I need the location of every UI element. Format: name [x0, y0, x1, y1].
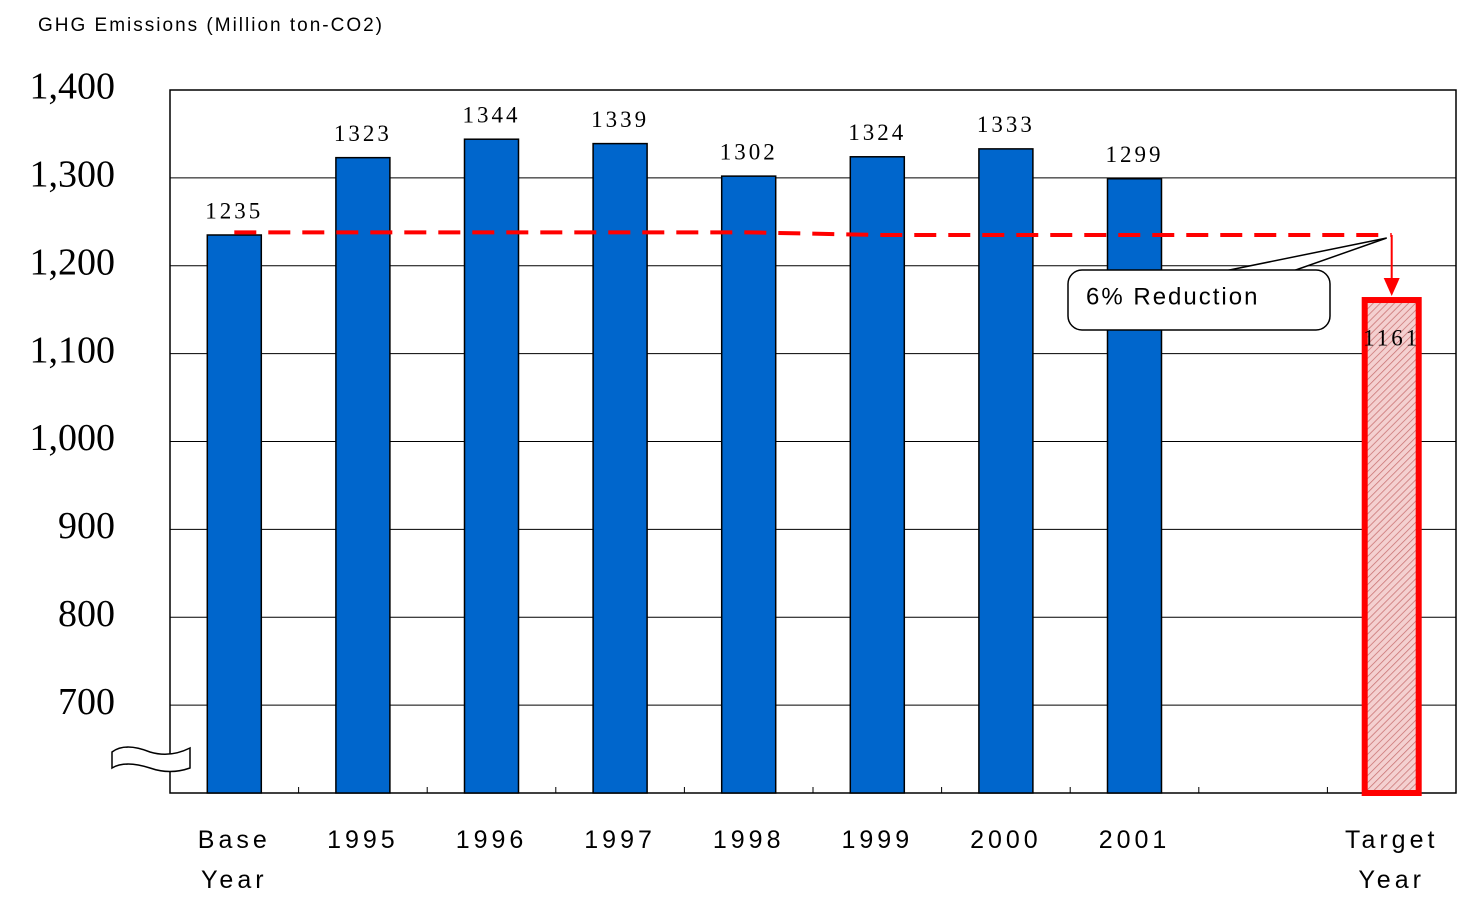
y-tick-label: 1,300 — [30, 154, 116, 196]
y-tick-label: 1,200 — [30, 241, 116, 283]
bar — [720, 175, 777, 794]
bar — [1361, 297, 1422, 796]
annotation: 6% Reduction — [1086, 283, 1259, 310]
axis-title: GHG Emissions (Million ton-CO2) — [38, 15, 384, 36]
y-tick-label: 900 — [58, 505, 115, 547]
value-label: 1302 — [720, 139, 778, 164]
x-tick-label: Base Year — [197, 826, 271, 894]
bar — [849, 156, 906, 794]
axis-break — [111, 746, 191, 773]
reference-line — [234, 230, 1392, 237]
x-tick-label: 1996 — [455, 826, 528, 854]
bar — [206, 234, 263, 794]
value-label: 1235 — [205, 198, 263, 223]
value-label: 1339 — [591, 107, 649, 132]
callout-leader — [1199, 237, 1387, 277]
bar — [592, 142, 648, 794]
callout-box — [1067, 269, 1331, 331]
arrow-head — [1383, 278, 1400, 296]
bar — [978, 148, 1034, 794]
x-tick-label: 2000 — [970, 826, 1042, 854]
y-tick-label: 800 — [58, 593, 115, 635]
x-tick-label: 1997 — [584, 826, 656, 854]
value-label: 1161 — [1363, 325, 1420, 350]
value-label: 1299 — [1106, 142, 1164, 167]
y-tick-label: 700 — [58, 681, 115, 723]
x-tick-label: 2001 — [1098, 826, 1171, 854]
y-tick-label: 1,400 — [30, 66, 116, 108]
value-label: 1323 — [334, 121, 392, 146]
value-label: 1333 — [977, 112, 1035, 137]
x-tick-label: 1998 — [712, 826, 785, 854]
bar — [463, 138, 520, 794]
x-tick-label: 1995 — [327, 826, 399, 854]
y-tick-label: 1,000 — [30, 417, 116, 459]
x-tick-label: Target Year — [1344, 826, 1439, 894]
bar — [335, 156, 391, 794]
value-label: 1324 — [848, 120, 906, 145]
value-label: 1344 — [463, 102, 521, 127]
y-tick-label: 1,100 — [30, 329, 116, 371]
x-tick-label: 1999 — [841, 826, 914, 854]
